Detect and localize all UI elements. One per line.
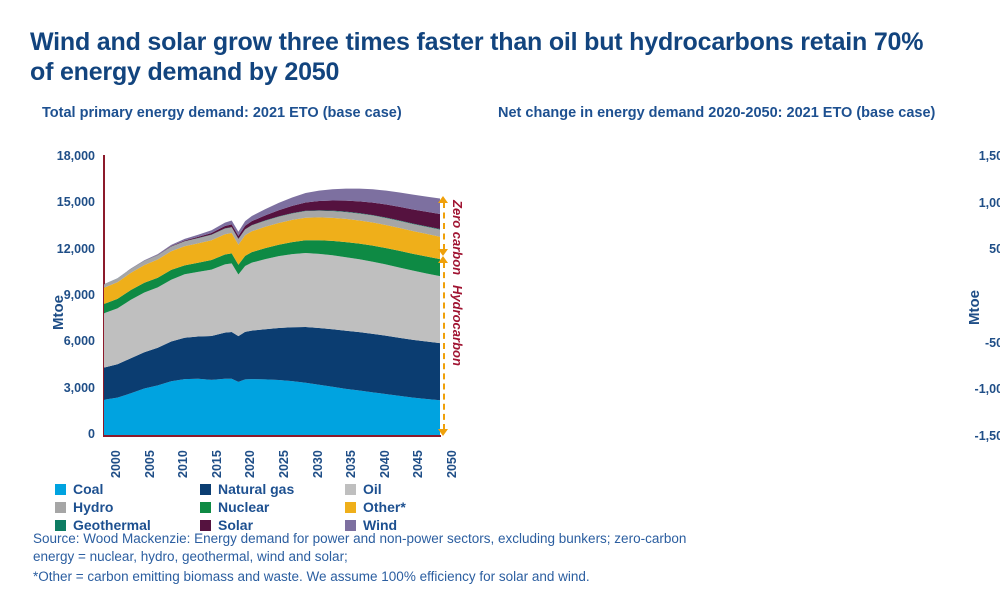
area-series-natural-gas xyxy=(104,327,440,401)
chart-legend: Coal Natural gas Oil Hydro Nuclear Other* Geot… xyxy=(55,480,475,534)
legend-label: Geothermal xyxy=(73,517,151,533)
left-chart-plot-area xyxy=(104,188,440,435)
y-tick-label: 18,000 xyxy=(56,149,95,163)
y-tick-label: 500 xyxy=(989,242,1000,257)
y-tick-label: 6,000 xyxy=(63,334,95,349)
area-series-coal xyxy=(104,378,440,435)
x-tick-label: 2035 xyxy=(344,450,359,478)
legend-label: Other* xyxy=(363,499,406,515)
y-tick-label: 1,000 xyxy=(978,195,1000,210)
y-tick-label: 15,000 xyxy=(56,195,95,210)
x-tick-label: 2020 xyxy=(243,450,258,478)
legend-label: Natural gas xyxy=(218,481,295,497)
legend-label: Solar xyxy=(218,517,254,533)
legend-item[interactable]: Nuclear xyxy=(200,499,345,515)
y-tick-label: -1,000 xyxy=(974,382,1000,397)
y-tick-label: 0 xyxy=(88,427,95,441)
y-tick-label: 3,000 xyxy=(63,380,95,395)
x-tick-label: 2025 xyxy=(277,450,291,478)
area-series-wind xyxy=(104,188,440,285)
x-tick-label: 2000 xyxy=(109,450,123,478)
source-footnote: Source: Wood Mackenzie: Energy demand fo… xyxy=(33,531,687,565)
page-title: Wind and solar grow three times faster t… xyxy=(30,28,924,86)
legend-swatch-icon xyxy=(200,519,211,531)
legend-item[interactable]: Solar xyxy=(200,517,345,533)
area-series-nuclear xyxy=(104,240,440,314)
hydrocarbon-label: Hydrocarbon xyxy=(450,285,465,366)
x-tick-label: 2045 xyxy=(411,450,426,478)
x-tick-label: 2010 xyxy=(176,450,191,478)
legend-item[interactable]: Wind xyxy=(345,517,475,533)
y-tick-label: -500 xyxy=(984,335,1000,350)
y-tick-label: -1,500 xyxy=(974,429,1000,443)
area-series-other xyxy=(104,217,440,305)
legend-item[interactable]: Coal xyxy=(55,481,200,497)
legend-swatch-icon xyxy=(55,501,66,513)
chart-subtitle-right: Net change in energy demand 2020-2050: 2… xyxy=(498,105,936,121)
x-tick-label: 2030 xyxy=(310,450,325,478)
left-chart-x-axis-line xyxy=(103,435,441,437)
legend-swatch-icon xyxy=(345,483,356,495)
area-series-hydro xyxy=(104,210,440,288)
legend-item[interactable]: Natural gas xyxy=(200,481,345,497)
x-tick-label: 2050 xyxy=(445,450,459,478)
legend-label: Hydro xyxy=(73,499,114,515)
legend-item[interactable]: Oil xyxy=(345,481,475,497)
legend-swatch-icon xyxy=(345,519,356,531)
legend-item[interactable]: Geothermal xyxy=(55,517,200,533)
legend-swatch-icon xyxy=(345,501,356,513)
legend-swatch-icon xyxy=(55,519,66,531)
legend-item[interactable]: Other* xyxy=(345,499,475,515)
y-tick-label: 0 xyxy=(940,289,1000,303)
area-series-solar xyxy=(104,200,440,285)
area-series-oil xyxy=(104,253,440,368)
x-tick-label: 2015 xyxy=(209,450,224,478)
x-tick-label: 2005 xyxy=(142,450,157,478)
y-tick-label: 1,500 xyxy=(978,149,1000,163)
zero-carbon-label: Zero carbon xyxy=(450,200,465,276)
x-tick-label: 2040 xyxy=(377,450,392,478)
legend-swatch-icon xyxy=(55,483,66,495)
y-tick-label: 12,000 xyxy=(56,241,95,256)
legend-item[interactable]: Hydro xyxy=(55,499,200,515)
y-tick-label: 9,000 xyxy=(63,288,95,302)
legend-label: Nuclear xyxy=(218,499,270,515)
legend-swatch-icon xyxy=(200,501,211,513)
chart-subtitle-left: Total primary energy demand: 2021 ETO (b… xyxy=(42,105,402,121)
legend-label: Wind xyxy=(363,517,398,533)
stacked-area-chart: Mtoe 0 3,000 6,000 9,000 12,000 15,000 18,000 … xyxy=(0,0,470,600)
legend-label: Oil xyxy=(363,481,382,497)
other-footnote: *Other = carbon emitting biomass and was… xyxy=(33,569,590,584)
legend-label: Coal xyxy=(73,481,104,497)
legend-swatch-icon xyxy=(200,483,211,495)
